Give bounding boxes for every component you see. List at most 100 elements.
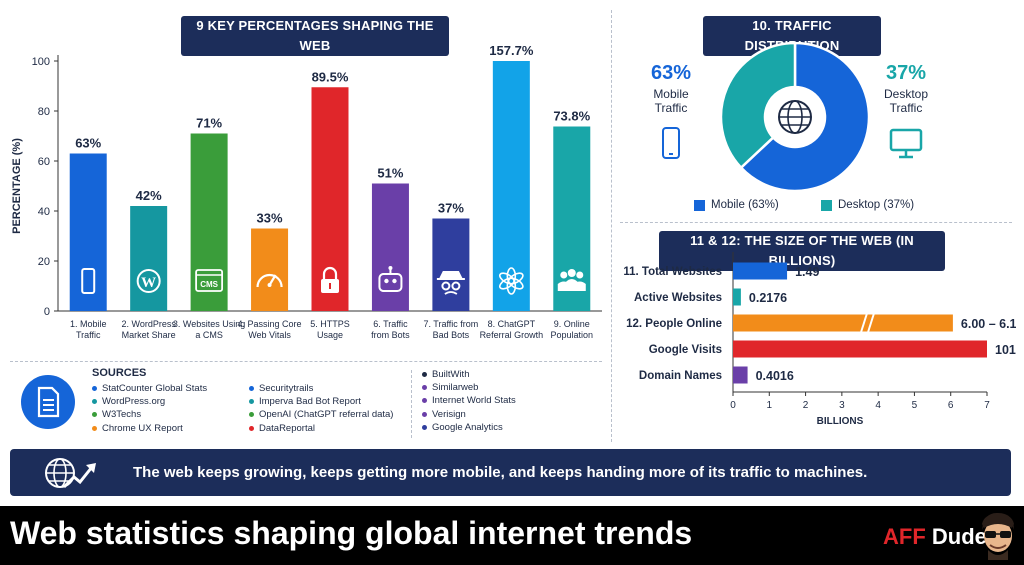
bar-value-label: 42%	[136, 188, 162, 203]
source-bullet	[422, 411, 427, 417]
category-label: 8. ChatGPT	[488, 319, 536, 329]
donut-slice-mobile	[739, 42, 870, 192]
y-tick-label: 80	[38, 106, 50, 118]
bar-value-label: 89.5%	[312, 69, 349, 84]
category-label: Google Visits	[649, 344, 722, 356]
category-label: 12. People Online	[626, 318, 722, 330]
bar-value-label: 0.4016	[756, 369, 794, 383]
banner-text: The web keeps growing, keeps getting mor…	[133, 464, 868, 481]
bar	[492, 61, 530, 311]
legend-desktop-label: Desktop (37%)	[838, 199, 915, 211]
source-bullet	[422, 398, 427, 404]
category-label: Usage	[317, 330, 343, 340]
bar	[733, 340, 987, 358]
source-label: Internet World Stats	[432, 395, 516, 407]
bar	[130, 206, 168, 311]
globe-icon	[778, 100, 812, 134]
bar-value-label: 73.8%	[553, 109, 590, 124]
footer-title: Web statistics shaping global internet t…	[10, 515, 693, 551]
size-bar-chart: 0 1 2 3 4 5 6 7 BILLIONS 11. Total Websites 1.49 Ac…	[623, 252, 1016, 427]
mobile-label-line1: Mobile	[653, 87, 689, 101]
bar	[251, 228, 289, 311]
source-item: Verisign	[422, 409, 466, 420]
source-bullet	[422, 372, 427, 377]
source-bullet	[249, 386, 254, 391]
x-tick-label: 3	[839, 400, 845, 411]
legend-mobile: Mobile (63%)	[694, 199, 779, 211]
source-label: OpenAI (ChatGPT referral data)	[259, 409, 394, 421]
source-label: StatCounter Global Stats	[102, 383, 208, 394]
y-tick-label: 60	[38, 156, 50, 168]
robot-icon	[378, 266, 403, 292]
source-item: StatCounter Global Stats	[92, 383, 207, 394]
x-tick-label: 7	[984, 400, 990, 411]
y-axis-label: PERCENTAGE (%)	[11, 138, 23, 234]
source-label: Securitytrails	[259, 383, 314, 394]
gauge-icon	[256, 273, 283, 288]
bar-chart-title: 9 KEY PERCENTAGES SHAPING THE WEB	[181, 16, 449, 56]
category-label: Domain Names	[639, 370, 722, 382]
category-label: Web Vitals	[248, 330, 291, 340]
sources-column-divider	[411, 370, 412, 438]
bar	[69, 153, 107, 311]
source-item: OpenAI (ChatGPT referral data)	[249, 409, 393, 420]
source-bullet	[422, 385, 427, 391]
bar-value-label: 6.00 – 6.12	[961, 317, 1016, 331]
category-label: 11. Total Websites	[623, 266, 722, 278]
legend-desktop: Desktop (37%)	[821, 199, 914, 211]
axis-break-mark	[866, 313, 875, 333]
brand-logo: AFF Dude	[883, 524, 987, 550]
x-tick-label: 1	[767, 400, 773, 411]
category-label: 2. WordPress	[121, 319, 176, 329]
traffic-title: 10. TRAFFIC DISTRIBUTION	[703, 16, 881, 56]
category-label: 5. HTTPS	[310, 319, 350, 329]
source-item: Similarweb	[422, 382, 478, 393]
lock-icon	[321, 266, 339, 293]
phone-icon	[662, 127, 680, 159]
category-label: 6. Traffic	[373, 319, 408, 329]
legend-mobile-swatch	[694, 199, 705, 211]
source-bullet	[92, 399, 97, 405]
category-label: a CMS	[195, 330, 223, 340]
source-item: Google Analytics	[422, 422, 503, 433]
mobile-percent: 63%	[650, 62, 692, 84]
summary-banner: The web keeps growing, keeps getting mor…	[10, 449, 1011, 496]
y-tick-label: 20	[38, 256, 50, 268]
wordpress-icon: W	[136, 269, 161, 293]
category-label: Market Share	[122, 330, 176, 340]
globe-growth-icon	[45, 458, 96, 489]
brand-part-1: AFF	[883, 524, 926, 549]
sources-divider	[10, 361, 602, 362]
category-label: 1. Mobile	[70, 319, 107, 329]
mascot-avatar	[982, 512, 1014, 560]
source-label: W3Techs	[102, 409, 142, 421]
category-label: 7. Traffic from	[423, 319, 478, 329]
source-label: DataReportal	[259, 422, 315, 434]
category-label: Population	[551, 330, 594, 340]
bar	[733, 262, 788, 280]
x-tick-label: 4	[875, 400, 881, 411]
category-label: Referral Growth	[480, 330, 544, 340]
bar-value-label: 101	[995, 343, 1016, 357]
x-tick-label: 0	[730, 400, 736, 411]
x-tick-label: 6	[948, 400, 954, 411]
category-label: Bad Bots	[433, 330, 470, 340]
bar-value-label: 157.7%	[489, 43, 534, 58]
x-axis-label: BILLIONS	[817, 416, 864, 427]
bar-value-label: 71%	[196, 116, 222, 131]
bar	[432, 218, 470, 311]
bar-chart: 0 20 40 60 80 100 PERCENTAGE (%) 63% 1. MobileTr…	[11, 43, 602, 340]
desktop-percent: 37%	[885, 62, 927, 84]
source-bullet	[92, 425, 97, 431]
bar	[733, 314, 953, 332]
bar-value-label: 0.2176	[749, 291, 787, 305]
bar-value-label: 33%	[257, 211, 283, 226]
source-bullet	[249, 399, 254, 405]
desktop-icon	[889, 128, 923, 159]
right-divider	[620, 222, 1012, 223]
desktop-label-line2: Traffic	[889, 101, 923, 115]
source-label: BuiltWith	[432, 369, 470, 380]
x-tick-label: 2	[803, 400, 809, 411]
traffic-donut-chart	[720, 42, 870, 192]
source-bullet	[92, 386, 97, 391]
